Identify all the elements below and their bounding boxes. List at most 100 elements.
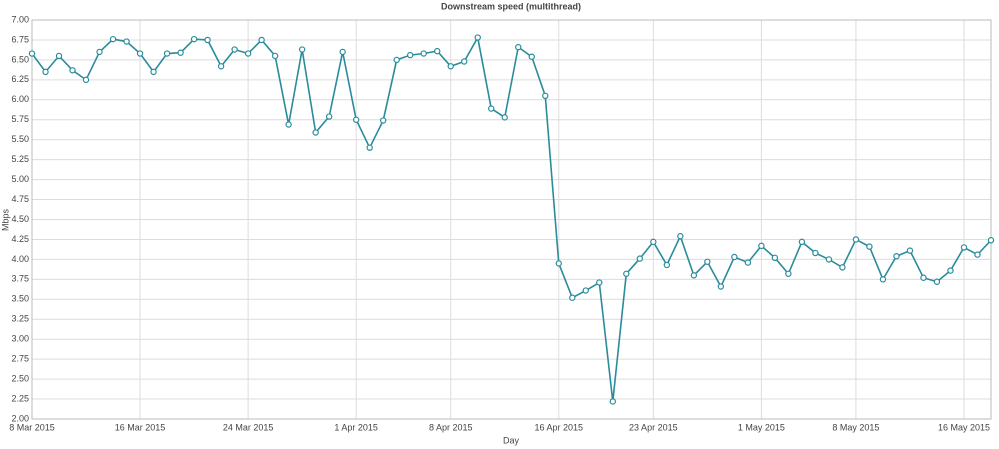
data-point	[190, 35, 198, 43]
data-point	[136, 50, 144, 57]
data-point	[352, 116, 360, 123]
data-point	[271, 52, 279, 60]
data-point	[461, 58, 468, 65]
data-point	[258, 36, 265, 44]
data-point	[109, 35, 117, 43]
data-point	[393, 56, 400, 64]
data-point	[542, 92, 549, 100]
y-tick-label: 3.50	[11, 294, 29, 304]
data-point	[947, 267, 954, 274]
data-point	[420, 50, 427, 57]
y-tick-label: 5.00	[11, 174, 29, 184]
data-point	[731, 253, 738, 261]
data-point	[866, 243, 873, 250]
data-point	[744, 259, 752, 266]
data-point	[582, 287, 589, 294]
data-point	[406, 51, 414, 59]
y-tick-label: 4.75	[11, 194, 29, 204]
data-point	[55, 52, 63, 60]
data-point	[123, 38, 130, 45]
data-point	[204, 36, 211, 44]
data-point	[312, 129, 319, 136]
y-tick-label: 6.75	[11, 34, 29, 44]
y-tick-label: 6.50	[11, 54, 29, 64]
y-tick-label: 4.50	[11, 214, 29, 224]
data-point	[501, 114, 508, 121]
data-point	[879, 276, 887, 283]
y-axis-label: Mbps	[0, 209, 10, 232]
data-point	[839, 264, 846, 271]
data-point	[690, 272, 698, 279]
x-tick-label: 24 Mar 2015	[223, 422, 274, 432]
data-point	[488, 105, 495, 112]
y-tick-label: 2.75	[11, 354, 29, 364]
data-point	[569, 294, 576, 301]
data-point	[771, 254, 779, 262]
data-point	[920, 274, 927, 281]
y-tick-label: 7.00	[11, 14, 29, 24]
data-point	[663, 261, 671, 269]
data-point	[366, 144, 373, 151]
y-tick-label: 4.25	[11, 234, 29, 244]
chart-title: Downstream speed (multithread)	[441, 1, 581, 11]
data-point	[798, 238, 806, 246]
data-point	[974, 251, 981, 258]
data-point	[960, 244, 968, 251]
data-point	[28, 50, 36, 57]
data-point	[636, 255, 644, 262]
y-tick-label: 2.00	[11, 413, 29, 423]
data-point	[987, 237, 995, 244]
y-tick-label: 5.25	[11, 154, 29, 164]
plot-border	[31, 19, 992, 420]
x-tick-label: 1 Apr 2015	[334, 422, 378, 432]
data-point	[650, 238, 657, 246]
x-tick-label: 16 Mar 2015	[115, 422, 166, 432]
data-point	[623, 270, 630, 277]
data-point	[825, 256, 833, 263]
y-tick-label: 6.00	[11, 94, 29, 104]
x-axis-label: Day	[503, 435, 520, 445]
data-point	[555, 260, 562, 267]
data-point	[528, 53, 535, 60]
x-tick-label: 8 May 2015	[832, 422, 879, 432]
y-tick-label: 3.75	[11, 274, 29, 284]
data-point	[244, 50, 252, 57]
data-point	[69, 67, 76, 74]
y-tick-label: 4.00	[11, 254, 29, 264]
data-point	[82, 76, 90, 84]
data-point	[677, 233, 684, 240]
x-tick-label: 16 May 2015	[938, 422, 990, 432]
data-point	[704, 258, 711, 265]
data-point	[906, 247, 914, 254]
data-point	[163, 50, 171, 57]
data-point	[217, 63, 225, 70]
data-point	[325, 113, 333, 120]
data-point	[96, 48, 103, 56]
x-tick-label: 16 Apr 2015	[535, 422, 584, 432]
data-point	[758, 242, 765, 250]
data-point	[447, 63, 454, 70]
data-point	[717, 283, 725, 290]
data-point	[812, 249, 819, 257]
data-point	[933, 278, 941, 285]
data-point	[474, 34, 481, 41]
y-tick-label: 2.25	[11, 393, 29, 403]
data-point	[379, 117, 387, 124]
data-point	[231, 46, 238, 53]
data-point	[852, 236, 860, 243]
data-point	[434, 47, 441, 55]
y-tick-label: 2.50	[11, 373, 29, 383]
data-point	[596, 279, 603, 286]
y-tick-label: 6.25	[11, 74, 29, 84]
data-point	[893, 253, 900, 260]
data-point	[785, 270, 792, 277]
y-tick-label: 5.75	[11, 114, 29, 124]
x-tick-label: 23 Apr 2015	[629, 422, 678, 432]
y-tick-label: 3.25	[11, 314, 29, 324]
data-point	[285, 121, 292, 128]
data-point	[339, 48, 346, 56]
x-tick-label: 1 May 2015	[738, 422, 785, 432]
x-tick-label: 8 Apr 2015	[429, 422, 473, 432]
